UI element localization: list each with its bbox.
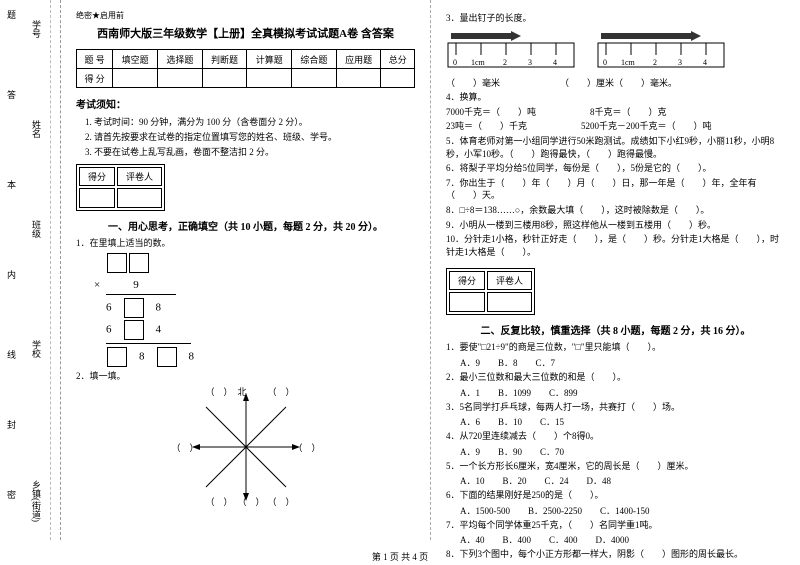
mc-2: 2．最小三位数和最大三位数的和是（ ）。	[446, 371, 785, 384]
svg-text:2: 2	[653, 58, 657, 67]
svg-text:4: 4	[703, 58, 707, 67]
left-column: 绝密★启用前 西南师大版三年级数学【上册】全真模拟考试试题A卷 含答案 题 号 …	[61, 0, 431, 540]
notice-heading: 考试须知：	[76, 96, 415, 111]
section-2-heading: 二、反复比较，慎重选择（共 8 小题，每题 2 分，共 16 分）。	[446, 322, 785, 337]
mc-1: 1．要使"□21÷9"的商是三位数，"□"里只能填（ ）。	[446, 341, 785, 354]
mc-4: 4．从720里连续减去（ ）个8得0。	[446, 430, 785, 443]
question-1: 1．在里填上适当的数。	[76, 237, 415, 250]
question-5: 5．体育老师对第一小组同学进行50米跑测试。成绩如下小红9秒，小丽11秒，小明8…	[446, 135, 785, 160]
svg-text:4: 4	[553, 58, 557, 67]
mc-7: 7．平均每个同学体重25千克，（ ）名同学重1吨。	[446, 519, 785, 532]
question-8: 8．□÷8＝138……○，余数最大填（ ），这时被除数是（ ）。	[446, 204, 785, 217]
right-column: 3．量出钉子的长度。 0 1cm 2 3 4 0 1cm 2 3 4	[431, 0, 800, 540]
question-7: 7．你出生于（ ）年（ ）月（ ）日，那一年是（ ）年，全年有（ ）天。	[446, 177, 785, 202]
exam-title: 西南师大版三年级数学【上册】全真模拟考试试题A卷 含答案	[76, 25, 415, 41]
gutter-field-name: 姓名	[30, 120, 43, 138]
svg-text:0: 0	[453, 58, 457, 67]
ruler-1-icon: 0 1cm 2 3 4	[446, 31, 576, 71]
multiplication-problem: × 9 6 8 6 4 8 8	[106, 252, 415, 368]
gutter-field-school: 学校	[30, 340, 43, 358]
mc-5: 5．一个长方形长6厘米，宽4厘米，它的周长是（ ）厘米。	[446, 460, 785, 473]
question-3: 3．量出钉子的长度。	[446, 12, 785, 25]
score-summary-table: 题 号 填空题 选择题 判断题 计算题 综合题 应用题 总分 得 分	[76, 49, 415, 88]
question-10: 10．分针走1小格，秒针正好走（ ），是（ ）秒。分针走1大格是（ ），时针走1…	[446, 233, 785, 258]
gutter-field-id: 学号	[30, 20, 43, 38]
svg-text:1cm: 1cm	[471, 58, 486, 67]
secrecy-label: 绝密★启用前	[76, 10, 415, 21]
svg-text:2: 2	[503, 58, 507, 67]
question-2: 2．填一填。	[76, 370, 415, 383]
question-4: 4．换算。	[446, 91, 785, 104]
section-score-box-2: 得分评卷人	[446, 268, 535, 315]
compass-diagram: 北 （ ） （ ） （ ） （ ） （ ） （ ） （ ）	[186, 387, 306, 507]
page-footer: 第 1 页 共 4 页	[0, 550, 800, 563]
compass-icon	[186, 387, 306, 507]
binding-gutter: 学号 姓名 班级 学校 乡镇(街道) 题 答 本 内 线 封 密	[0, 0, 61, 540]
svg-text:0: 0	[603, 58, 607, 67]
notice-list: 考试时间：90 分钟，满分为 100 分（含卷面分 2 分）。 请首先按要求在试…	[76, 115, 415, 158]
section-score-box: 得分评卷人	[76, 164, 165, 211]
question-6: 6．将梨子平均分给5位同学，每份是（ ），5份是它的（ ）。	[446, 162, 785, 175]
mc-6: 6．下面的结果刚好是250的是（ ）。	[446, 489, 785, 502]
svg-text:3: 3	[528, 58, 532, 67]
gutter-field-town: 乡镇(街道)	[30, 480, 43, 522]
svg-text:1cm: 1cm	[621, 58, 636, 67]
section-1-heading: 一、用心思考，正确填空（共 10 小题，每题 2 分，共 20 分）。	[76, 218, 415, 233]
gutter-field-class: 班级	[30, 220, 43, 238]
svg-text:3: 3	[678, 58, 682, 67]
ruler-2-icon: 0 1cm 2 3 4	[596, 31, 726, 71]
question-9: 9．小明从一楼到三楼用8秒，照这样他从一楼到五楼用（ ）秒。	[446, 219, 785, 232]
mc-3: 3．5名同学打乒乓球，每两人打一场，共赛打（ ）场。	[446, 401, 785, 414]
